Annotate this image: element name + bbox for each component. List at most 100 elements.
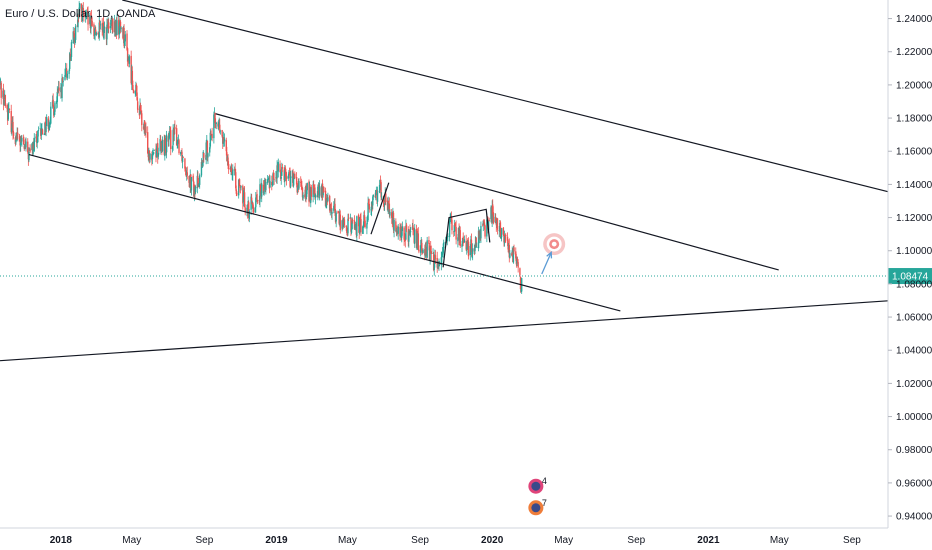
candle	[395, 218, 397, 233]
candle	[213, 111, 215, 144]
candle	[380, 192, 383, 201]
candle	[182, 156, 184, 158]
candle-body	[73, 33, 76, 43]
candle	[99, 20, 102, 30]
candle-body	[487, 221, 490, 231]
candle-body	[405, 224, 408, 231]
candle-body	[388, 201, 390, 204]
candle-body	[375, 190, 377, 196]
candle-body	[131, 70, 134, 84]
candle-body	[236, 193, 238, 195]
candle-body	[438, 264, 440, 267]
candle-body	[346, 234, 349, 235]
candle-body	[408, 230, 411, 234]
candle-body	[4, 95, 7, 107]
candle	[337, 210, 340, 214]
candle	[33, 133, 35, 153]
candle	[508, 238, 510, 263]
candle	[56, 86, 59, 108]
price-tick-label: 1.22000	[896, 47, 932, 58]
time-axis[interactable]: 2018 May Sep 2019 May Sep 2020 May Sep 2021 May Sep	[0, 527, 888, 546]
candle	[172, 124, 174, 151]
candle	[211, 127, 213, 142]
candle-body	[165, 134, 168, 153]
candle-body	[69, 54, 72, 60]
candle-body	[254, 207, 256, 213]
candle	[364, 216, 366, 229]
candle-body	[516, 258, 519, 261]
candle-body	[90, 15, 92, 29]
candle-body	[93, 34, 96, 36]
candle	[500, 227, 503, 242]
candle-body	[335, 212, 337, 222]
candle	[272, 169, 275, 180]
candle	[359, 216, 361, 235]
candle-body	[242, 185, 244, 204]
candle-body	[172, 129, 174, 145]
trendline-rising-support	[0, 300, 889, 362]
candle-body	[510, 253, 513, 255]
candle	[93, 22, 95, 40]
candle	[79, 3, 81, 11]
time-tick-label: May	[554, 535, 573, 546]
candle	[95, 31, 98, 37]
candle	[37, 130, 39, 143]
event-marker[interactable]: 7	[528, 498, 547, 516]
candle-body	[74, 26, 77, 40]
candle-body	[198, 175, 201, 185]
candle	[170, 126, 172, 156]
candle-body	[86, 11, 89, 13]
target-center	[551, 241, 557, 247]
candle	[323, 186, 325, 193]
candle	[339, 210, 342, 234]
candle-body	[123, 41, 126, 46]
candle-body	[279, 172, 282, 179]
event-flag-inner	[531, 503, 541, 513]
candle-body	[188, 176, 190, 183]
candle-body	[74, 39, 76, 41]
candle-body	[330, 204, 332, 209]
candle-body	[108, 22, 110, 29]
candle-body	[84, 14, 87, 18]
candle-body	[16, 132, 18, 141]
candle-body	[313, 184, 315, 193]
candle-body	[219, 124, 221, 133]
candle	[18, 133, 21, 142]
candle-body	[397, 226, 399, 234]
candle-body	[288, 171, 290, 175]
candle-body	[95, 29, 97, 35]
candle-body	[37, 130, 39, 143]
candle-body	[342, 220, 344, 228]
candle-body	[366, 223, 368, 229]
candle-body	[246, 207, 248, 212]
candle	[496, 218, 499, 235]
candle	[505, 233, 507, 243]
candle-body	[314, 187, 316, 197]
candle-body	[35, 135, 38, 143]
event-marker[interactable]: 4	[528, 476, 547, 494]
candle-body	[66, 73, 69, 79]
candle-body	[327, 197, 329, 201]
price-axis[interactable]: 1.24000 1.22000 1.20000 1.18000 1.16000 1.140…	[887, 0, 932, 528]
candle-body	[269, 181, 271, 188]
candle	[475, 237, 477, 248]
candle-body	[408, 234, 410, 242]
candle-body	[112, 18, 114, 33]
candle-body	[362, 224, 365, 228]
candle-body	[492, 212, 495, 224]
candle-body	[505, 234, 507, 237]
candle	[347, 213, 350, 221]
candle	[499, 220, 502, 239]
candle-body	[400, 226, 402, 237]
candle-body	[214, 112, 216, 124]
last-price-label: 1.08474	[892, 272, 929, 283]
candle-body	[457, 237, 459, 242]
candle	[269, 175, 271, 188]
candle	[367, 196, 369, 222]
candle-body	[248, 202, 250, 218]
candle-body	[229, 168, 232, 170]
time-tick-label: 2018	[50, 535, 73, 546]
candle-body	[366, 219, 369, 222]
price-tick-label: 1.24000	[896, 14, 932, 25]
